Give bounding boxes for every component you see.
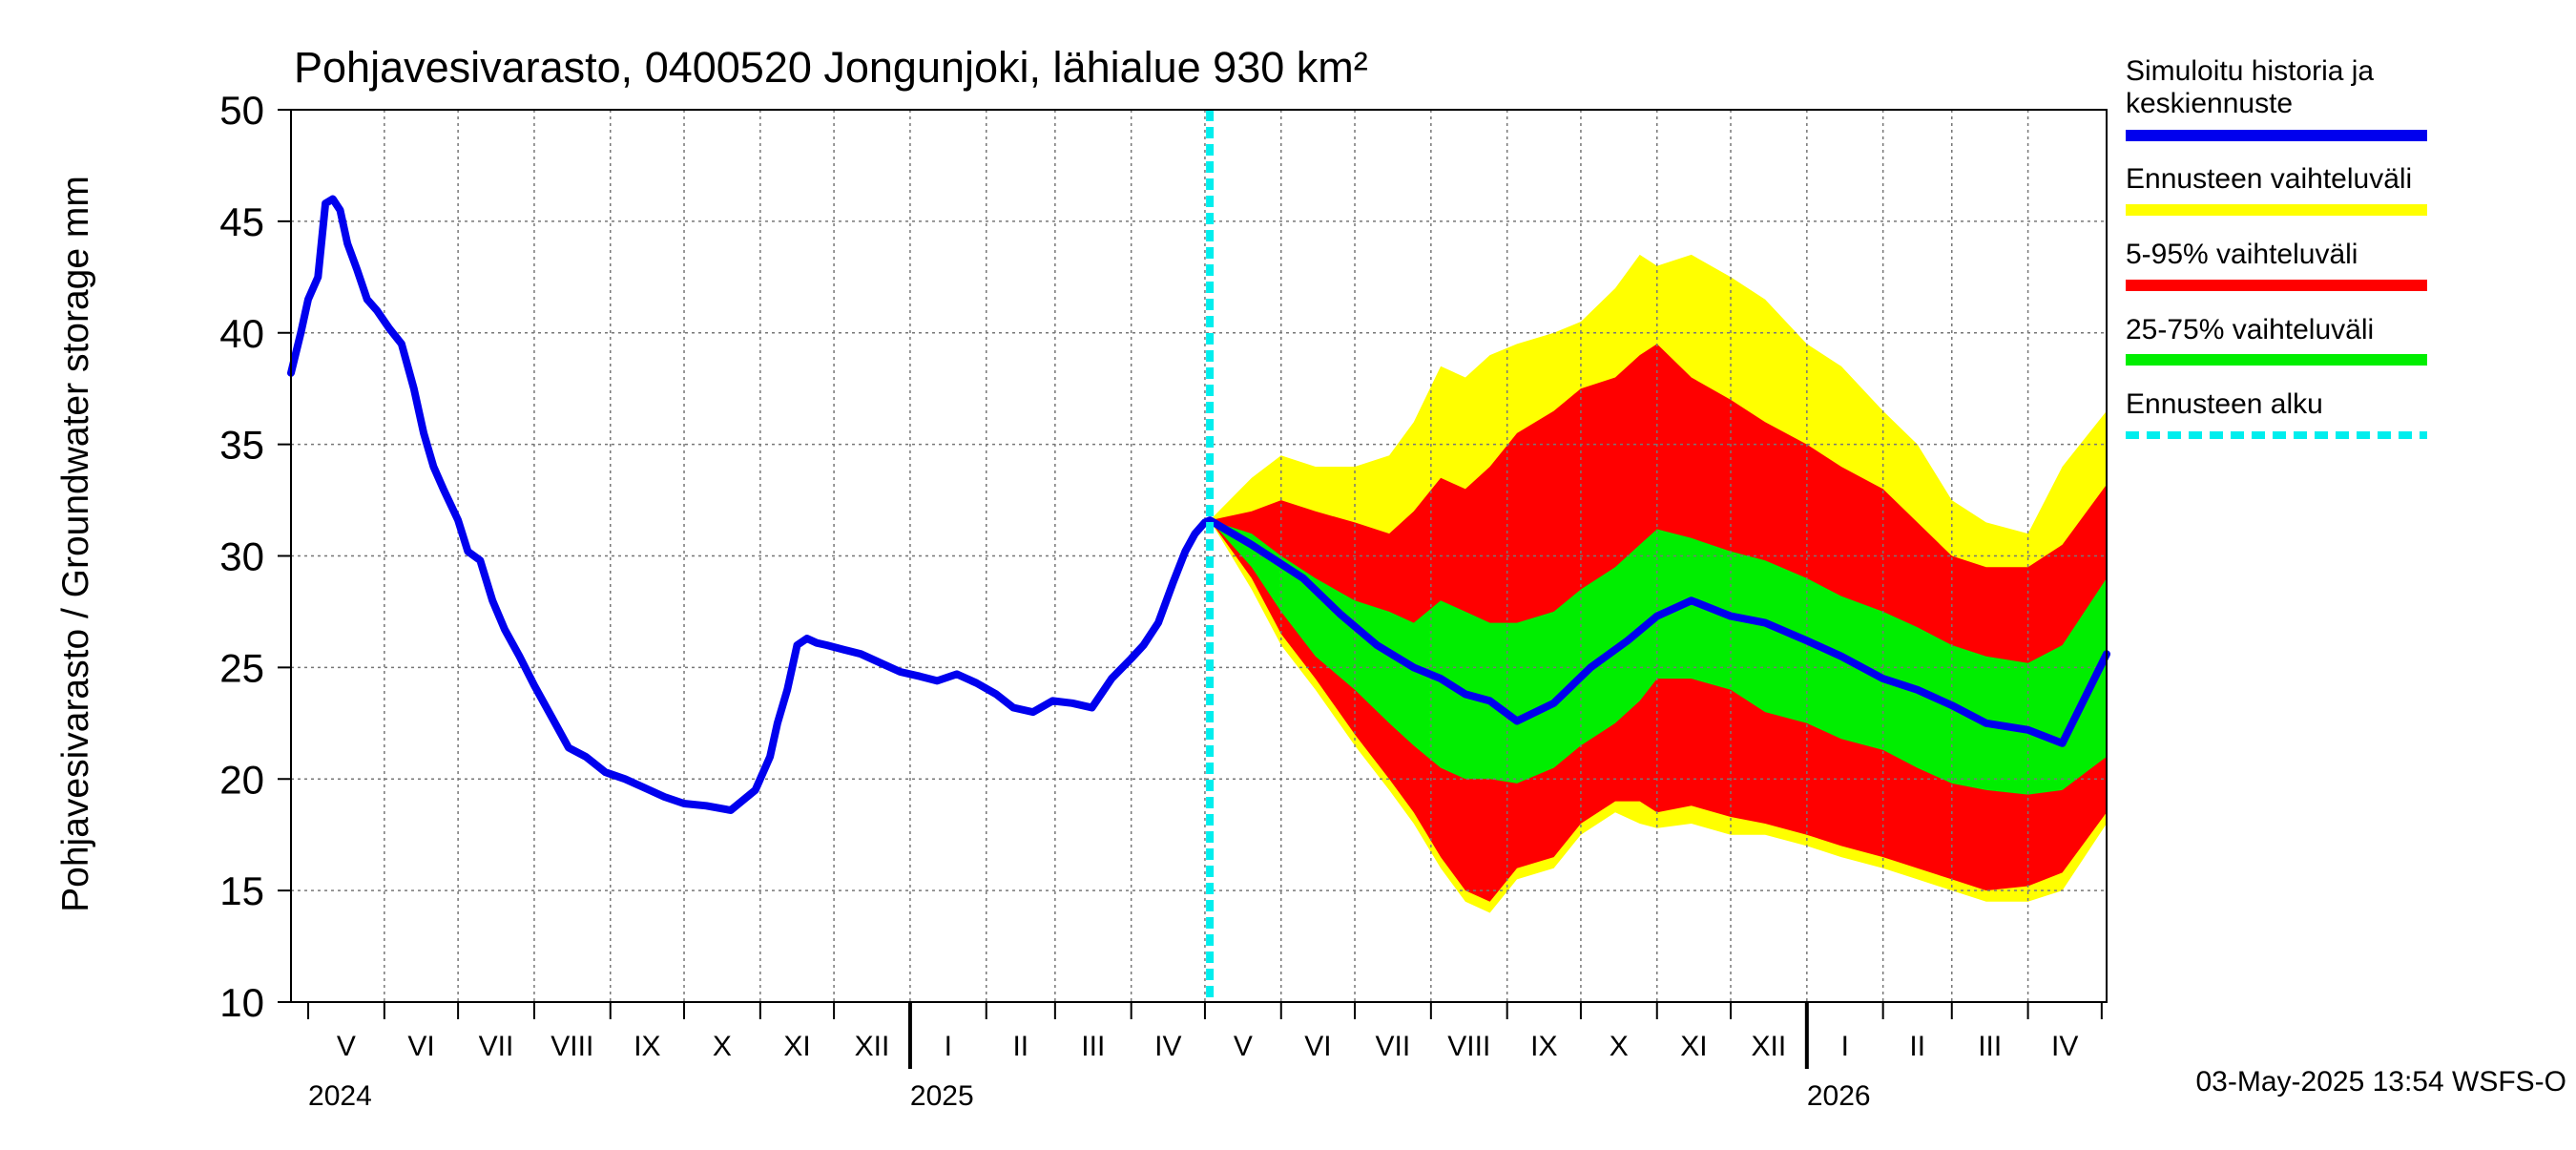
month-label-12: V — [1234, 1031, 1253, 1062]
y-tick-label-50: 50 — [219, 88, 264, 133]
year-label-2024: 2024 — [308, 1080, 372, 1112]
y-tick-label-40: 40 — [219, 311, 264, 356]
month-label-9: II — [1012, 1031, 1028, 1062]
legend-label-0-0: Simuloitu historia ja — [2126, 55, 2374, 87]
legend-label-4-0: Ennusteen alku — [2126, 388, 2323, 420]
month-label-14: VII — [1376, 1031, 1411, 1062]
month-label-6: XI — [783, 1031, 810, 1062]
legend-label-0-1: keskiennuste — [2126, 88, 2293, 119]
month-label-22: III — [1978, 1031, 2002, 1062]
month-label-11: IV — [1154, 1031, 1181, 1062]
series-line-simulated — [287, 195, 2110, 814]
month-label-4: IX — [634, 1031, 660, 1062]
timestamp-footer: 03-May-2025 13:54 WSFS-O — [2196, 1066, 2567, 1098]
legend-label-2-0: 5-95% vaihteluväli — [2126, 239, 2358, 270]
month-label-15: VIII — [1447, 1031, 1490, 1062]
month-label-16: IX — [1530, 1031, 1557, 1062]
month-label-17: X — [1610, 1031, 1629, 1062]
year-label-2025: 2025 — [910, 1080, 974, 1112]
month-label-2: VII — [479, 1031, 514, 1062]
x-axis: V VI VII VIII IX X XI XII I II III IV V VI VII VIII IX X X… — [307, 1002, 2103, 1112]
month-label-8: I — [945, 1031, 952, 1062]
month-label-19: XII — [1752, 1031, 1787, 1062]
month-label-1: VI — [407, 1031, 434, 1062]
forecast-bands — [1210, 254, 2107, 913]
legend-label-3-0: 25-75% vaihteluväli — [2126, 314, 2374, 345]
month-label-3: VIII — [551, 1031, 593, 1062]
year-label-2026: 2026 — [1807, 1080, 1871, 1112]
month-label-18: XI — [1680, 1031, 1707, 1062]
y-tick-label-30: 30 — [219, 534, 264, 579]
y-tick-label-15: 15 — [219, 868, 264, 913]
month-label-21: II — [1909, 1031, 1925, 1062]
y-axis: 10 15 20 25 30 35 40 45 50 — [219, 88, 291, 1025]
legend-label-1-0: Ennusteen vaihteluväli — [2126, 163, 2412, 195]
y-tick-label-35: 35 — [219, 423, 264, 468]
month-label-20: I — [1841, 1031, 1849, 1062]
series-lines — [287, 110, 2110, 1002]
y-tick-label-45: 45 — [219, 199, 264, 244]
y-tick-label-25: 25 — [219, 645, 264, 690]
month-label-7: XII — [855, 1031, 890, 1062]
chart-title: Pohjavesivarasto, 0400520 Jongunjoki, lä… — [294, 43, 1368, 92]
month-label-0: V — [337, 1031, 356, 1062]
month-label-5: X — [713, 1031, 732, 1062]
y-axis-label: Pohjavesivarasto / Groundwater storage m… — [55, 176, 96, 912]
month-label-10: III — [1081, 1031, 1105, 1062]
y-tick-label-10: 10 — [219, 980, 264, 1025]
y-tick-label-20: 20 — [219, 757, 264, 802]
grid-lines — [291, 110, 2107, 1002]
month-label-13: VI — [1304, 1031, 1331, 1062]
month-label-23: IV — [2051, 1031, 2078, 1062]
